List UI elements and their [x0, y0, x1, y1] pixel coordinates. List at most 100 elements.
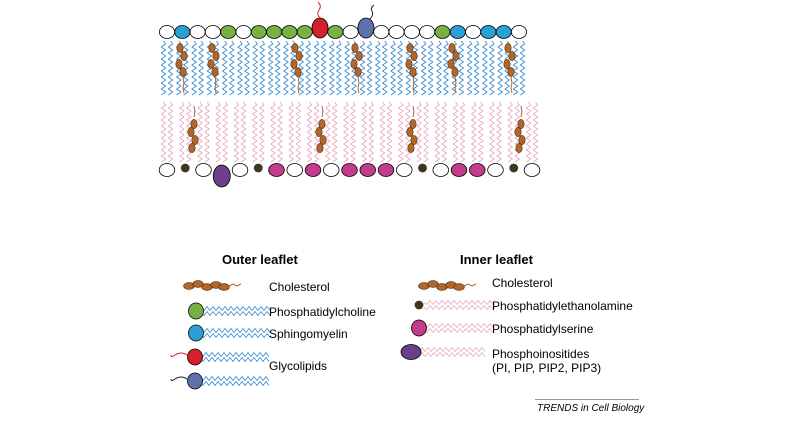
sterol-ring [318, 119, 326, 129]
inner-cholesterol-icon [406, 105, 418, 153]
outer-lipid-head [342, 25, 359, 39]
outer-lipid-tail [466, 40, 473, 96]
outer-lipid-tail [283, 40, 289, 96]
outer-lipid-head [235, 25, 252, 39]
inner-lipid-head [396, 163, 413, 177]
inner-lipid-tail [204, 101, 210, 163]
inner-leaflet-title: Inner leaflet [460, 252, 533, 267]
lipid-head [188, 324, 204, 342]
sterol-ring [406, 127, 414, 137]
sterol-tail [520, 105, 523, 118]
phosphatidylserine-head [359, 163, 376, 177]
sterol-ring [188, 143, 196, 153]
sugar-chain [369, 4, 375, 20]
outer-lipid-tail [274, 40, 281, 96]
cholesterol-icon [418, 280, 477, 291]
inner-cholesterol-icon [315, 105, 327, 153]
outer-lipid-tail [237, 40, 243, 96]
inner-lipid-head [158, 163, 176, 177]
inner-lipid-tail [489, 101, 495, 163]
lipid-tail [200, 332, 271, 339]
lipid-tail [199, 375, 270, 382]
outer-lipid-head [204, 25, 221, 39]
outer-lipid-head [189, 25, 206, 39]
outer-lipid-tail [443, 40, 449, 96]
sterol-ring [409, 119, 417, 129]
outer-lipid-head [158, 25, 175, 39]
outer-lipid-tail [191, 40, 198, 96]
outer-lipid-tail [160, 40, 167, 96]
outer-lipid-tail [412, 40, 419, 96]
inner-lipid-tail [277, 101, 283, 163]
sterol-ring [427, 280, 439, 288]
glycolipid-icon [187, 348, 270, 366]
sterol-tail [228, 283, 242, 287]
inner-cholesterol-label: Cholesterol [492, 276, 553, 290]
sterol-ring [406, 43, 414, 53]
inner-lipid-tail [423, 101, 429, 163]
sterol-ring [212, 51, 220, 61]
outer-lipid-tail [298, 40, 305, 96]
inner-lipid-tail [288, 101, 295, 163]
sterol-ring [190, 119, 198, 129]
inner-lipid-tail [215, 101, 222, 163]
outer-cholesterol-icon [350, 43, 363, 94]
sterol-ring [410, 51, 418, 61]
sterol-ring [410, 135, 418, 145]
phosphatidylcholine-head [266, 25, 283, 39]
sugar-chain [170, 376, 188, 381]
sphingomyelin-lipid-icon [188, 324, 271, 342]
sterol-ring [295, 51, 303, 61]
sphingomyelin-head [174, 25, 191, 39]
sterol-tail [412, 76, 415, 94]
phosphatidylcholine-head [327, 25, 344, 39]
sterol-tail [510, 76, 513, 94]
glycolipids-label: Glycolipids [269, 359, 328, 373]
lipid-tail [415, 346, 486, 353]
outer-lipid-tail [366, 40, 373, 96]
sterol-tail [321, 105, 324, 118]
inner-lipid-tail [306, 101, 313, 163]
outer-lipid-head [388, 25, 405, 39]
sterol-ring [192, 280, 204, 288]
inner-lipid-tail [361, 101, 368, 163]
sterol-ring [294, 67, 302, 77]
lipid-tail [423, 304, 494, 311]
phosphatidylethanolamine-lipid-icon [414, 299, 494, 311]
outer-lipid-tail [488, 40, 495, 96]
inner-lipid-tail [470, 101, 477, 163]
outer-lipid-tail [473, 40, 480, 96]
phosphatidylcholine-lipid-icon [188, 302, 271, 320]
sterol-tail [412, 105, 415, 118]
sugar-chain [317, 1, 321, 19]
outer-cholesterol-icon [405, 43, 418, 94]
outer-cholesterol-icon [207, 43, 220, 94]
outer-lipid-head [403, 25, 420, 39]
inner-lipid-tail [331, 101, 338, 163]
phosphoinositide-head [212, 164, 231, 188]
sterol-tail [182, 76, 185, 94]
inner-lipid-tail [368, 101, 375, 163]
phosphatidylserine-head [377, 163, 395, 177]
sterol-ring [208, 43, 216, 53]
outer-lipid-tail [397, 40, 403, 96]
inner-lipid-tail [397, 101, 404, 163]
outer-cholesterol-icon [290, 43, 303, 94]
outer-lipid-tail [497, 40, 504, 96]
phosphatidylcholine-head [250, 25, 267, 39]
outer-lipid-tail [374, 40, 381, 96]
sterol-ring [514, 127, 522, 137]
inner-lipid-head [195, 163, 212, 177]
sterol-ring [315, 127, 323, 137]
inner-cholesterol-icon [514, 105, 526, 153]
lipid-tail [199, 356, 270, 363]
sterol-ring [290, 59, 298, 69]
outer-lipid-tail [244, 40, 250, 96]
phosphatidylserine-head [304, 163, 322, 177]
inner-lipid-tail [233, 101, 240, 163]
glycolipid-head [357, 17, 375, 39]
inner-lipid-tail [532, 101, 539, 163]
outer-lipid-tail [335, 40, 342, 96]
inner-lipid-tail [507, 101, 514, 163]
